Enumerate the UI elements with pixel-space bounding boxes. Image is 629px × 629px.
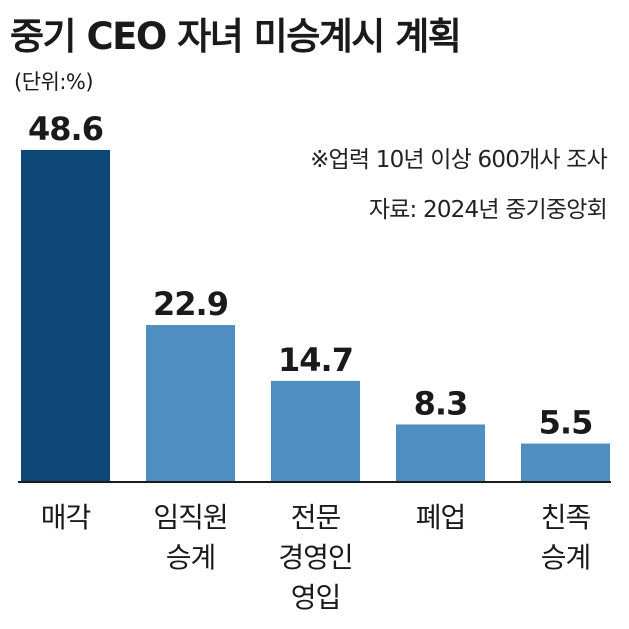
- category-label-5-line-1: 친족: [541, 501, 591, 534]
- data-label-1: 48.6: [28, 110, 103, 148]
- bar-5: [521, 443, 610, 481]
- source-note: 자료: 2024년 중기중앙회: [368, 197, 608, 223]
- category-label-2-line-2: 승계: [166, 541, 216, 574]
- category-label-2-line-1: 임직원: [153, 501, 227, 534]
- bar-2: [146, 325, 235, 481]
- survey-note: ※업력 10년 이상 600개사 조사: [310, 147, 608, 173]
- category-label-3-line-1: 전문: [291, 501, 341, 534]
- category-label-3-line-3: 영입: [291, 581, 341, 614]
- bar-1: [21, 150, 110, 481]
- bar-3: [271, 380, 360, 481]
- chart-title: 중기 CEO 자녀 미승계시 계획: [10, 15, 462, 58]
- category-label-5-line-2: 승계: [541, 541, 591, 574]
- data-label-3: 14.7: [278, 341, 353, 379]
- data-label-5: 5.5: [539, 404, 593, 442]
- data-label-2: 22.9: [153, 285, 228, 323]
- category-label-3-line-2: 경영인: [278, 541, 352, 574]
- bar-4: [396, 424, 485, 481]
- category-label-1-line-1: 매각: [41, 501, 91, 534]
- category-label-4-line-1: 폐업: [416, 501, 466, 534]
- data-label-4: 8.3: [414, 384, 468, 422]
- unit-label: (단위:%): [14, 70, 94, 94]
